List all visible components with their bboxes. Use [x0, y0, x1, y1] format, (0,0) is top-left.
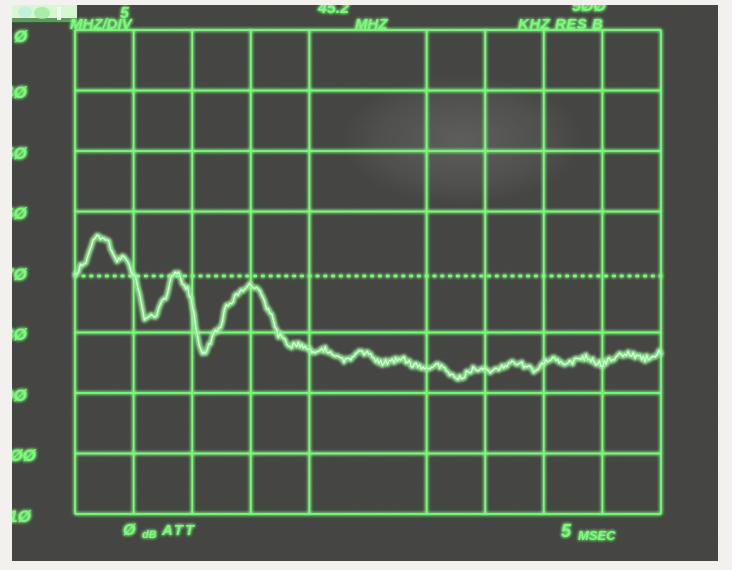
- svg-text:Ø: Ø: [14, 27, 28, 46]
- svg-text:9Ø: 9Ø: [12, 386, 27, 405]
- svg-text:Ø: Ø: [123, 522, 136, 539]
- svg-text:MHZ/DIV: MHZ/DIV: [70, 16, 134, 33]
- svg-text:7Ø: 7Ø: [12, 265, 27, 284]
- svg-text:dB: dB: [142, 529, 157, 541]
- svg-text:5Ø: 5Ø: [12, 144, 27, 163]
- svg-text:45.2: 45.2: [317, 5, 349, 17]
- svg-text:8Ø: 8Ø: [12, 325, 27, 344]
- svg-text:ATT: ATT: [161, 522, 196, 539]
- svg-text:5: 5: [561, 521, 572, 541]
- svg-text:11Ø: 11Ø: [12, 507, 32, 526]
- svg-text:5ØØ: 5ØØ: [572, 5, 606, 15]
- svg-text:6Ø: 6Ø: [12, 204, 27, 223]
- svg-text:MHZ: MHZ: [355, 16, 388, 33]
- svg-text:KHZ RES B: KHZ RES B: [518, 16, 603, 33]
- svg-text:1ØØ: 1ØØ: [12, 446, 37, 465]
- svg-text:4Ø: 4Ø: [12, 83, 27, 102]
- svg-text:MSEC: MSEC: [578, 528, 616, 543]
